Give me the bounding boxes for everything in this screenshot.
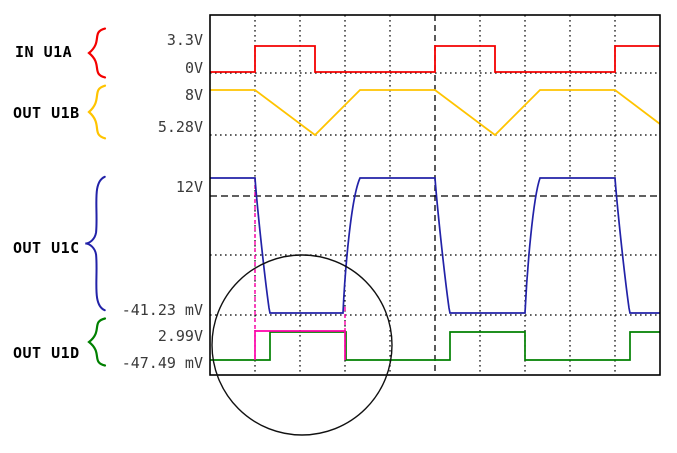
level-label-u1d-high: 2.99V: [157, 327, 203, 345]
signal-name-in-u1a: IN U1A: [15, 43, 73, 61]
brace-icon-in-u1a: [84, 27, 108, 79]
grid-layer: [210, 15, 660, 375]
level-label-u1a-high: 3.3V: [166, 31, 203, 49]
signal-name-out-u1d: OUT U1D: [13, 344, 80, 362]
annotation-layer: [211, 254, 393, 436]
plot-frame-border: [209, 14, 661, 376]
brace-path: [89, 86, 105, 139]
highlight-circle-annotation: [211, 254, 393, 436]
trace-out-u1d: [210, 331, 660, 361]
level-label-u1c-high: 12V: [175, 178, 203, 196]
trace-cursor-pulse: [254, 330, 346, 360]
trace-layer: [210, 45, 661, 361]
brace-icon-out-u1d: [84, 317, 108, 367]
signal-name-out-u1b: OUT U1B: [13, 104, 80, 122]
level-label-u1d-low: -47.49 mV: [121, 354, 203, 372]
level-label-u1a-low: 0V: [184, 59, 203, 77]
trace-in-u1a: [210, 45, 660, 73]
brace-icon-out-u1c: [82, 174, 108, 313]
border-layer: [209, 14, 661, 376]
signal-name-out-u1c: OUT U1C: [13, 239, 80, 257]
level-label-u1b-low: 5.28V: [157, 118, 203, 136]
level-label-u1b-high: 8V: [184, 86, 203, 104]
trace-out-u1c: [210, 177, 660, 314]
brace-path: [85, 177, 105, 310]
level-label-u1c-low: -41.23 mV: [121, 301, 203, 319]
brace-path: [89, 29, 105, 78]
trace-out-u1b: [210, 89, 661, 137]
brace-icon-out-u1b: [84, 84, 108, 140]
brace-path: [89, 319, 105, 366]
cursor-layer: [254, 178, 346, 330]
